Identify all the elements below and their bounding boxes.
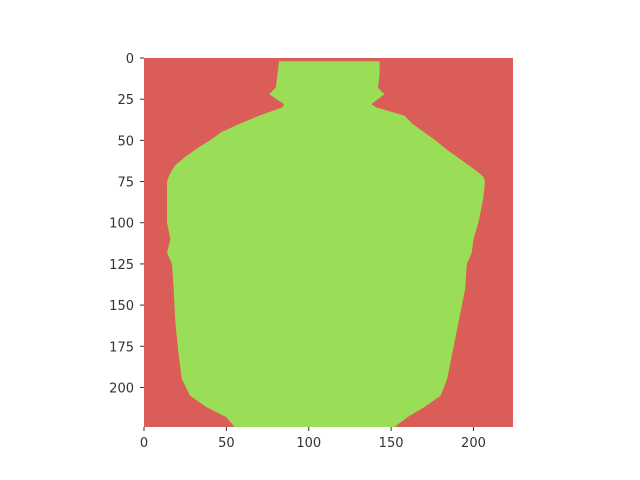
x-tick-label: 50 bbox=[218, 436, 235, 451]
y-tick-label: 175 bbox=[109, 340, 134, 355]
x-tick-label: 100 bbox=[296, 436, 321, 451]
y-tick-label: 0 bbox=[126, 52, 134, 67]
y-tick-label: 150 bbox=[109, 299, 134, 314]
y-tick-label: 25 bbox=[117, 93, 134, 108]
y-tick-label: 125 bbox=[109, 258, 134, 273]
x-tick-label: 150 bbox=[379, 436, 404, 451]
x-axis: 0 50 100 150 200 bbox=[140, 427, 486, 451]
object-mask-region bbox=[167, 61, 485, 427]
x-tick-label: 200 bbox=[461, 436, 486, 451]
y-axis: 0 25 50 75 100 125 150 175 200 bbox=[109, 52, 144, 396]
plot-area bbox=[144, 58, 513, 427]
y-tick-label: 200 bbox=[109, 381, 134, 396]
y-tick-label: 100 bbox=[109, 217, 134, 232]
y-tick-label: 75 bbox=[117, 176, 134, 191]
x-tick-label: 0 bbox=[140, 436, 148, 451]
y-tick-label: 50 bbox=[117, 134, 134, 149]
